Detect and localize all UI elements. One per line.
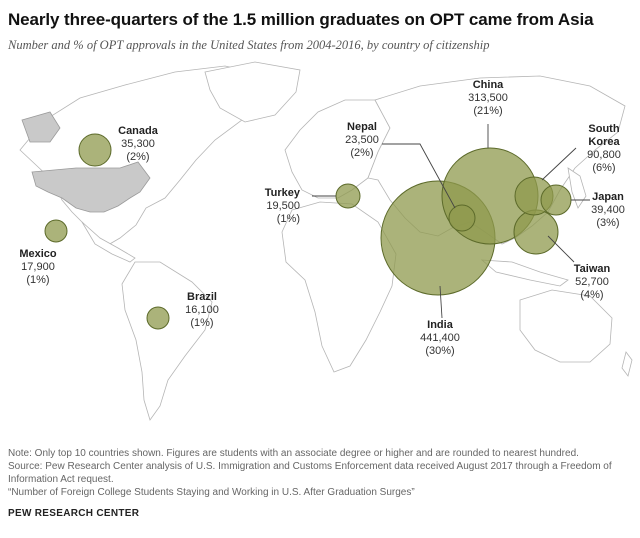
bubble-japan: [540, 184, 572, 216]
label-nepal-line: 23,500: [345, 134, 379, 146]
australia-shape: [519, 289, 613, 363]
label-brazil-line: (1%): [190, 317, 213, 329]
africa-shape: [281, 201, 397, 373]
label-south-korea: South Korea 90,800 (6%): [587, 123, 621, 174]
label-nepal-line: (2%): [350, 147, 373, 159]
label-mexico-line: Mexico: [19, 248, 57, 260]
label-south-korea-line: South: [588, 123, 619, 135]
label-south-korea-line: 90,800: [587, 149, 621, 161]
brand-logo-text: PEW RESEARCH CENTER: [8, 508, 140, 519]
label-japan-line: Japan: [592, 191, 624, 203]
bubble-mexico: [44, 219, 68, 243]
label-south-korea-line: Korea: [588, 136, 620, 148]
note-text: Note: Only top 10 countries shown. Figur…: [8, 448, 579, 459]
leader-line-south-korea: [541, 147, 577, 181]
label-japan-line: (3%): [596, 217, 619, 229]
bubble-nepal: [448, 204, 476, 232]
label-japan-line: 39,400: [591, 204, 625, 216]
leader-line-india: [439, 285, 443, 319]
bubble-brazil: [146, 306, 170, 330]
europe-shape: [284, 99, 391, 199]
label-turkey-line: (1%): [277, 213, 300, 225]
label-nepal: Nepal 23,500 (2%): [345, 121, 379, 159]
world-map: Canada 35,300 (2%)Mexico 17,900 (1%)Brazil 16…: [19, 61, 633, 421]
central-america-shape: [81, 221, 136, 263]
label-canada-line: Canada: [118, 125, 159, 137]
label-china-line: China: [473, 79, 504, 91]
label-canada: Canada 35,300 (2%): [118, 125, 159, 163]
chart-title: Nearly three-quarters of the 1.5 million…: [8, 10, 594, 29]
label-taiwan-line: (4%): [580, 289, 603, 301]
label-nepal-line: Nepal: [347, 121, 377, 133]
indonesia-shape: [480, 259, 569, 287]
new-zealand-shape: [621, 351, 633, 377]
chart-subtitle: Number and % of OPT approvals in the Uni…: [8, 38, 490, 52]
country-labels: Canada 35,300 (2%)Mexico 17,900 (1%)Brazil 16…: [19, 79, 624, 357]
label-south-korea-line: (6%): [592, 162, 615, 174]
leader-lines: [312, 124, 590, 319]
label-india-line: India: [427, 319, 454, 331]
alaska-shape: [21, 111, 61, 143]
leader-line-taiwan: [547, 235, 575, 263]
bubble-canada: [78, 133, 112, 167]
label-brazil-line: Brazil: [187, 291, 217, 303]
label-china: China 313,500 (21%): [468, 79, 508, 117]
label-india-line: (30%): [425, 345, 454, 357]
label-india: India 441,400 (30%): [420, 319, 460, 357]
label-turkey-line: Turkey: [265, 187, 301, 199]
label-taiwan: Taiwan 52,700 (4%): [574, 263, 611, 301]
label-mexico-line: (1%): [26, 274, 49, 286]
source-text: Source: Pew Research Center analysis of …: [8, 461, 612, 485]
report-title-text: “Number of Foreign College Students Stay…: [8, 487, 415, 498]
label-turkey: Turkey 19,500 (1%): [265, 187, 301, 225]
label-brazil: Brazil 16,100 (1%): [185, 291, 219, 329]
label-china-line: (21%): [473, 105, 502, 117]
label-taiwan-line: 52,700: [575, 276, 609, 288]
label-china-line: 313,500: [468, 92, 508, 104]
label-brazil-line: 16,100: [185, 304, 219, 316]
label-canada-line: (2%): [126, 151, 149, 163]
label-india-line: 441,400: [420, 332, 460, 344]
label-turkey-line: 19,500: [266, 200, 300, 212]
greenland-shape: [204, 61, 301, 123]
label-taiwan-line: Taiwan: [574, 263, 611, 275]
label-japan: Japan 39,400 (3%): [591, 191, 625, 229]
label-mexico-line: 17,900: [21, 261, 55, 273]
label-mexico: Mexico 17,900 (1%): [19, 248, 57, 286]
leader-line-nepal: [382, 143, 456, 209]
label-canada-line: 35,300: [121, 138, 155, 150]
bubble-taiwan: [513, 209, 559, 255]
bubble-turkey: [335, 183, 361, 209]
bubble-layer: [44, 133, 572, 330]
us-shape: [31, 161, 151, 213]
japan-shape: [567, 167, 587, 209]
south-america-shape: [121, 261, 213, 421]
